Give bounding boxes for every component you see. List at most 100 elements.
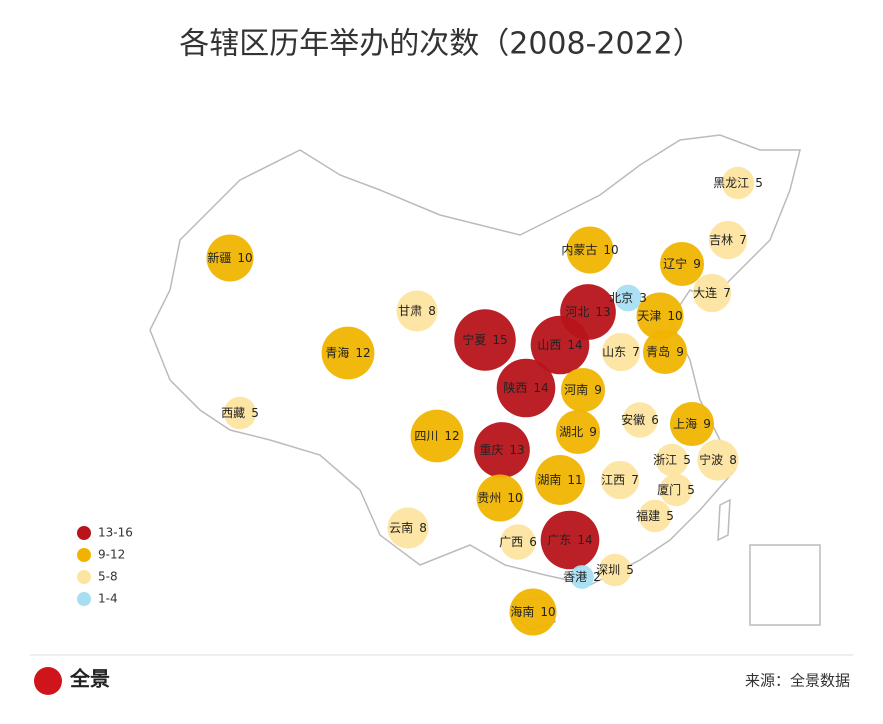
region-name: 西藏 xyxy=(221,406,245,420)
region-value: 15 xyxy=(492,333,507,347)
region-label: 天津 10 xyxy=(637,309,682,323)
logo-text: 全景 xyxy=(69,667,110,691)
region-label: 上海 9 xyxy=(673,416,711,431)
region-bubble xyxy=(600,460,640,500)
region-name: 广西 xyxy=(499,535,523,549)
region-value: 5 xyxy=(626,563,634,577)
region-bubble xyxy=(474,422,530,478)
region-name: 香港 xyxy=(563,570,587,584)
region-name: 江西 xyxy=(601,473,625,487)
region-bubble xyxy=(410,409,464,463)
region-name: 黑龙江 xyxy=(713,176,749,190)
region-name: 湖北 xyxy=(559,424,583,439)
logo-icon xyxy=(34,667,62,695)
region-bubble xyxy=(387,507,429,549)
region-name: 青岛 xyxy=(646,344,670,359)
region-bubble xyxy=(601,332,641,372)
region-label: 山东 7 xyxy=(602,345,640,359)
region-label: 广东 14 xyxy=(547,533,592,547)
region-bubble xyxy=(560,284,616,340)
region-label: 辽宁 9 xyxy=(663,256,701,271)
region-bubble xyxy=(535,455,585,505)
region-name: 广东 xyxy=(547,533,571,547)
region-label: 重庆 13 xyxy=(479,443,524,457)
region-label: 宁波 8 xyxy=(699,452,737,467)
region-name: 陕西 xyxy=(503,380,527,395)
legend-label: 13-16 xyxy=(98,526,133,540)
region-name: 新疆 xyxy=(207,250,231,265)
region-value: 14 xyxy=(567,338,582,352)
title: 各辖区历年举办的次数（2008-2022） xyxy=(179,27,703,62)
region-label: 河南 9 xyxy=(564,382,602,397)
region-label: 云南 8 xyxy=(389,520,427,535)
legend-swatch xyxy=(77,548,91,562)
region-value: 13 xyxy=(509,443,524,457)
region-value: 9 xyxy=(676,345,684,359)
region-bubble xyxy=(566,226,614,274)
region-bubble xyxy=(614,284,642,312)
region-value: 10 xyxy=(667,309,682,323)
region-value: 5 xyxy=(683,453,691,467)
region-bubble xyxy=(638,499,672,533)
region-name: 湖南 xyxy=(537,472,561,487)
region-label: 湖南 11 xyxy=(537,472,582,487)
region-label: 甘肃 8 xyxy=(398,304,436,318)
region-name: 宁波 xyxy=(699,452,723,467)
region-bubble xyxy=(476,474,524,522)
region-bubble xyxy=(598,553,632,587)
region-name: 海南 xyxy=(510,604,534,619)
region-name: 上海 xyxy=(673,416,697,431)
region-label: 海南 10 xyxy=(510,604,555,619)
region-value: 10 xyxy=(540,605,555,619)
legend-label: 5-8 xyxy=(98,570,118,584)
region-name: 河南 xyxy=(564,382,588,397)
region-label: 湖北 9 xyxy=(559,424,597,439)
region-name: 云南 xyxy=(389,520,413,535)
region-value: 7 xyxy=(632,345,640,359)
region-label: 内蒙古 10 xyxy=(561,242,618,257)
region-label: 深圳 5 xyxy=(596,563,634,577)
region-bubble xyxy=(622,402,658,438)
region-name: 重庆 xyxy=(479,443,503,457)
region-bubble xyxy=(223,396,257,430)
map-outline xyxy=(149,134,821,631)
region-value: 7 xyxy=(739,233,747,247)
region-name: 贵州 xyxy=(477,491,501,505)
region-bubble xyxy=(509,588,557,636)
region-bubble xyxy=(669,401,715,447)
region-value: 10 xyxy=(507,491,522,505)
region-bubble xyxy=(697,439,739,481)
region-bubble xyxy=(655,443,689,477)
region-name: 四川 xyxy=(414,429,438,443)
region-bubble xyxy=(206,234,254,282)
region-label: 香港 2 xyxy=(563,570,601,584)
region-label: 大连 7 xyxy=(693,285,731,300)
region-label: 四川 12 xyxy=(414,429,459,443)
region-name: 山东 xyxy=(602,345,626,359)
region-label: 吉林 7 xyxy=(709,233,747,247)
region-label: 河北 13 xyxy=(565,305,610,319)
region-name: 厦门 xyxy=(657,482,681,497)
region-label: 陕西 14 xyxy=(503,380,548,395)
region-name: 青海 xyxy=(325,345,349,360)
region-name: 北京 xyxy=(609,291,633,305)
region-value: 9 xyxy=(703,417,711,431)
region-value: 11 xyxy=(567,473,582,487)
region-label: 宁夏 15 xyxy=(462,332,507,347)
source: 来源：全景数据 xyxy=(745,672,850,690)
region-name: 天津 xyxy=(637,309,661,323)
region-bubble xyxy=(636,292,684,340)
region-value: 5 xyxy=(251,406,259,420)
region-value: 9 xyxy=(693,257,701,271)
region-label: 青岛 9 xyxy=(646,344,684,359)
region-value: 9 xyxy=(594,383,602,397)
region-bubble xyxy=(659,473,693,507)
region-value: 14 xyxy=(533,381,548,395)
region-label: 安徽 6 xyxy=(621,412,659,427)
region-value: 13 xyxy=(595,305,610,319)
region-label: 贵州 10 xyxy=(477,491,522,505)
region-value: 2 xyxy=(593,570,601,584)
region-value: 3 xyxy=(639,291,647,305)
region-label: 新疆 10 xyxy=(207,250,252,265)
